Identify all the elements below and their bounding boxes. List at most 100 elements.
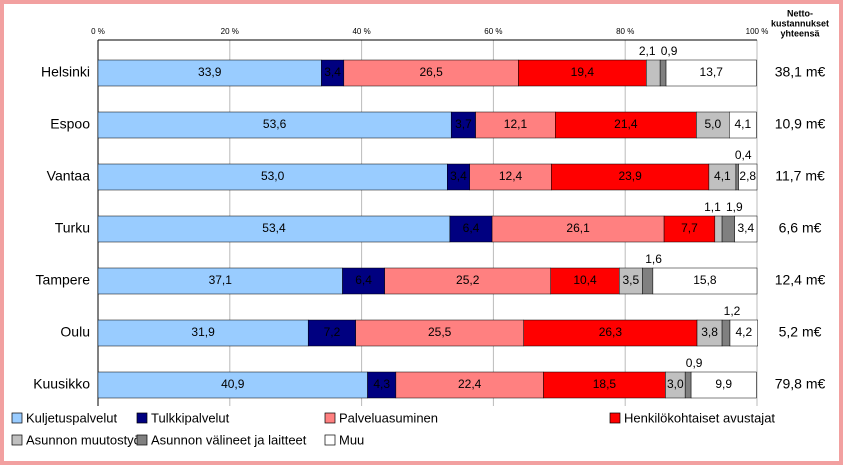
bar-segment (395, 371, 544, 399)
bar-segment (734, 215, 758, 243)
legend-label: Henkilökohtaiset avustajat (624, 410, 775, 425)
bar-segment (518, 59, 647, 87)
bar-segment (714, 215, 723, 243)
bar-segment (343, 59, 519, 87)
value-label: 3,7 (455, 117, 472, 131)
value-label: 13,7 (700, 65, 724, 79)
value-label: 22,4 (458, 377, 482, 391)
bar-segment (738, 163, 758, 191)
value-label: 23,9 (618, 169, 642, 183)
value-label: 4,1 (734, 117, 751, 131)
value-label: 2,1 (639, 44, 656, 58)
bar-segment (97, 319, 309, 347)
total-header: yhteensä (780, 28, 820, 38)
bar-segment (367, 371, 397, 399)
x-tick-label: 100 % (746, 27, 769, 36)
legend-label: Asunnon välineet ja laitteet (151, 432, 307, 447)
bar-segment (384, 267, 551, 295)
value-label: 4,1 (714, 169, 731, 183)
value-label: 12,1 (504, 117, 528, 131)
legend-swatch (609, 412, 621, 424)
legend-swatch (11, 412, 23, 424)
bar-segment (721, 215, 735, 243)
value-label: 12,4 (499, 169, 523, 183)
bar-segment (721, 319, 731, 347)
value-label: 3,0 (667, 377, 684, 391)
total-header: kustannukset (771, 18, 829, 28)
bar-segment (97, 163, 448, 191)
bar-segment (659, 59, 667, 87)
bar-segment (684, 371, 692, 399)
x-tick-label: 40 % (352, 27, 370, 36)
x-tick-label: 60 % (484, 27, 502, 36)
bar-segment (449, 215, 493, 243)
x-tick-label: 20 % (221, 27, 239, 36)
bar-segment (97, 59, 322, 87)
value-label: 0,4 (735, 148, 752, 162)
total-header: Netto- (787, 8, 813, 18)
total-label: 12,4 m€ (775, 272, 826, 288)
bar-segment (690, 371, 757, 399)
total-label: 5,2 m€ (779, 324, 822, 340)
value-label: 3,8 (701, 325, 718, 339)
bar-segment (342, 267, 385, 295)
value-label: 37,1 (209, 273, 233, 287)
value-label: 4,2 (735, 325, 752, 339)
value-label: 1,1 (704, 200, 721, 214)
value-label: 7,7 (681, 221, 698, 235)
y-tick-label: Kuusikko (33, 376, 90, 392)
value-label: 18,5 (593, 377, 617, 391)
bar-segment (307, 319, 356, 347)
legend-label: Asunnon muutostyöt (26, 432, 145, 447)
legend-label: Muu (339, 432, 364, 447)
legend-label: Kuljetuspalvelut (26, 410, 117, 425)
total-label: 79,8 m€ (775, 376, 826, 392)
total-label: 38,1 m€ (775, 64, 826, 80)
legend-swatch (324, 434, 336, 446)
value-label: 26,5 (419, 65, 443, 79)
legend-swatch (324, 412, 336, 424)
y-tick-label: Espoo (50, 116, 90, 132)
bar-segment (708, 163, 737, 191)
y-tick-label: Vantaa (47, 168, 91, 184)
value-label: 26,3 (599, 325, 623, 339)
legend-swatch (136, 412, 148, 424)
value-label: 5,0 (705, 117, 722, 131)
value-label: 6,4 (463, 221, 480, 235)
total-label: 11,7 m€ (775, 168, 825, 184)
bar-segment (97, 267, 343, 295)
bar-segment (355, 319, 524, 347)
value-label: 6,4 (355, 273, 372, 287)
value-label: 26,1 (566, 221, 590, 235)
y-tick-label: Helsinki (41, 64, 90, 80)
value-label: 3,4 (450, 169, 467, 183)
value-label: 53,4 (262, 221, 286, 235)
y-tick-label: Oulu (60, 324, 90, 340)
value-label: 40,9 (221, 377, 245, 391)
y-tick-label: Tampere (36, 272, 91, 288)
bar-segment (665, 59, 757, 87)
value-label: 0,9 (661, 44, 678, 58)
bar-segment (97, 111, 452, 139)
value-label: 31,9 (191, 325, 215, 339)
bar-segment (696, 111, 730, 139)
total-label: 10,9 m€ (775, 116, 826, 132)
x-tick-label: 80 % (616, 27, 634, 36)
value-label: 21,4 (614, 117, 638, 131)
value-label: 3,4 (737, 221, 754, 235)
bar-segment (729, 111, 757, 139)
value-label: 25,5 (428, 325, 452, 339)
bar-segment (646, 59, 661, 87)
value-label: 1,2 (724, 304, 741, 318)
bar-segment (450, 111, 476, 139)
value-label: 1,6 (645, 252, 662, 266)
bar-segment (735, 163, 739, 191)
legend-swatch (11, 434, 23, 446)
legend-swatch (136, 434, 148, 446)
value-label: 1,9 (726, 200, 743, 214)
bar-segment (729, 319, 758, 347)
bar-segment (97, 215, 451, 243)
value-label: 25,2 (456, 273, 480, 287)
value-label: 33,9 (198, 65, 222, 79)
bar-segment (652, 267, 758, 295)
